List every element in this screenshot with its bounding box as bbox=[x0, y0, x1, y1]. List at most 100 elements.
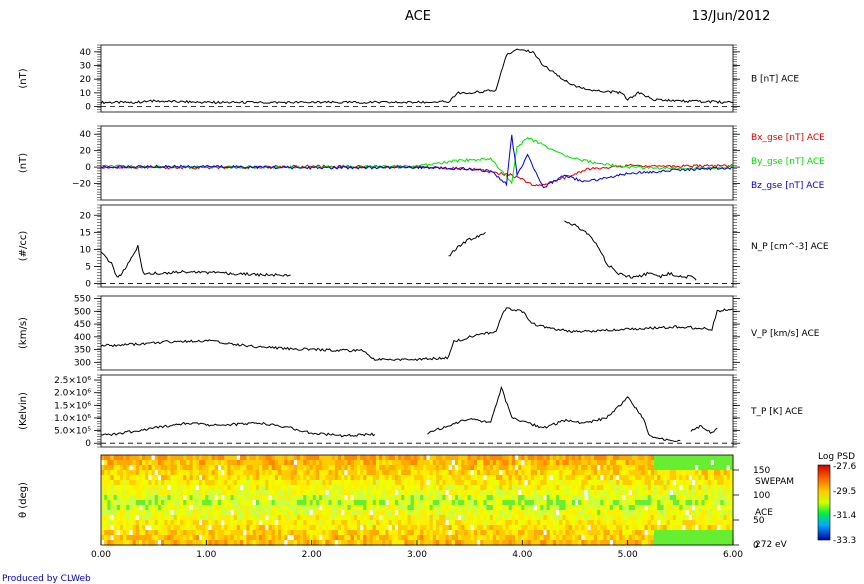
heatmap-cell bbox=[236, 465, 241, 471]
heatmap-cell bbox=[511, 470, 516, 476]
heatmap-cell bbox=[423, 470, 428, 476]
heatmap-cell bbox=[334, 495, 339, 501]
heatmap-cell bbox=[107, 535, 112, 541]
heatmap-cell bbox=[720, 525, 725, 531]
heatmap-cell bbox=[183, 525, 187, 531]
heatmap-cell bbox=[530, 485, 535, 491]
heatmap-cell bbox=[593, 520, 598, 526]
heatmap-cell bbox=[322, 455, 326, 461]
heatmap-cell bbox=[682, 505, 687, 511]
heatmap-cell bbox=[132, 475, 137, 481]
heatmap-cell bbox=[679, 510, 684, 516]
heatmap-cell bbox=[281, 495, 285, 501]
heatmap-cell bbox=[180, 480, 184, 486]
heatmap-cell bbox=[417, 455, 421, 461]
heatmap-cell bbox=[654, 495, 658, 501]
heatmap-cell bbox=[227, 480, 232, 486]
heatmap-cell bbox=[227, 500, 232, 506]
heatmap-cell bbox=[350, 515, 355, 521]
heatmap-cell bbox=[518, 525, 522, 531]
heatmap-cell bbox=[116, 485, 121, 491]
heatmap-cell bbox=[404, 465, 409, 471]
heatmap-cell bbox=[290, 530, 295, 536]
heatmap-cell bbox=[420, 500, 424, 506]
heatmap-cell bbox=[138, 535, 143, 541]
heatmap-cell bbox=[704, 505, 709, 511]
heatmap-cell bbox=[366, 535, 371, 541]
heatmap-cell bbox=[135, 505, 140, 511]
heatmap-cell bbox=[695, 495, 699, 501]
heatmap-cell bbox=[429, 460, 434, 466]
heatmap-cell bbox=[537, 480, 541, 486]
heatmap-cell bbox=[246, 510, 251, 516]
heatmap-cell bbox=[423, 540, 428, 546]
heatmap-cell bbox=[480, 455, 484, 461]
heatmap-cell bbox=[135, 515, 140, 521]
heatmap-cell bbox=[514, 495, 519, 501]
heatmap-cell bbox=[107, 490, 112, 496]
heatmap-cell bbox=[660, 460, 665, 466]
heatmap-cell bbox=[271, 465, 276, 471]
heatmap-cell bbox=[360, 535, 364, 541]
heatmap-cell bbox=[672, 520, 677, 526]
heatmap-cell bbox=[543, 465, 548, 471]
heatmap-cell bbox=[439, 500, 443, 506]
heatmap-cell bbox=[334, 475, 339, 481]
heatmap-cell bbox=[145, 520, 149, 526]
heatmap-cell bbox=[537, 505, 541, 511]
heatmap-cell bbox=[208, 490, 213, 496]
heatmap-cell bbox=[195, 485, 200, 491]
heatmap-cell bbox=[609, 510, 614, 516]
heatmap-cell bbox=[271, 490, 276, 496]
heatmap-cell bbox=[600, 470, 605, 476]
heatmap-cell bbox=[161, 480, 165, 486]
heatmap-cell bbox=[672, 535, 677, 541]
heatmap-cell bbox=[208, 500, 213, 506]
heatmap-cell bbox=[360, 505, 364, 511]
heatmap-cell bbox=[344, 465, 349, 471]
colorbar-tick: -27.6 bbox=[833, 462, 857, 472]
heatmap-cell bbox=[388, 540, 393, 546]
heatmap-cell bbox=[202, 540, 206, 546]
heatmap-cell bbox=[701, 460, 706, 466]
heatmap-cell bbox=[581, 475, 586, 481]
heatmap-cell bbox=[492, 490, 497, 496]
heatmap-cell bbox=[612, 475, 617, 481]
y-axis-label: (nT) bbox=[18, 68, 29, 88]
heatmap-cell bbox=[654, 500, 658, 506]
heatmap-cell bbox=[593, 470, 598, 476]
heatmap-cell bbox=[413, 465, 418, 471]
heatmap-cell bbox=[518, 480, 522, 486]
heatmap-cell bbox=[714, 495, 718, 501]
heatmap-cell bbox=[240, 460, 244, 466]
heatmap-cell bbox=[714, 535, 718, 541]
heatmap-cell bbox=[240, 490, 244, 496]
heatmap-cell bbox=[556, 515, 560, 521]
heatmap-cell bbox=[208, 485, 213, 491]
heatmap-cell bbox=[616, 500, 620, 506]
heatmap-cell bbox=[259, 505, 263, 511]
heatmap-cell bbox=[666, 475, 671, 481]
heatmap-cell bbox=[590, 485, 595, 491]
heatmap-cell bbox=[454, 515, 459, 521]
heatmap-cell bbox=[138, 515, 143, 521]
footer-credit[interactable]: Produced by CLWeb bbox=[2, 574, 91, 584]
heatmap-cell bbox=[499, 465, 503, 471]
x-tick-label: 0.00 bbox=[91, 550, 111, 560]
heatmap-cell bbox=[537, 475, 541, 481]
heatmap-cell bbox=[129, 480, 134, 486]
heatmap-cell bbox=[372, 480, 377, 486]
heatmap-cell bbox=[603, 475, 608, 481]
heatmap-cell bbox=[398, 510, 402, 516]
heatmap-cell bbox=[628, 490, 633, 496]
heatmap-cell bbox=[227, 530, 232, 536]
heatmap-cell bbox=[470, 480, 475, 486]
heatmap-cell bbox=[198, 535, 203, 541]
heatmap-cell bbox=[113, 495, 118, 501]
heatmap-cell bbox=[404, 510, 409, 516]
series-line bbox=[100, 421, 376, 438]
heatmap-cell bbox=[508, 475, 513, 481]
heatmap-cell bbox=[562, 475, 567, 481]
heatmap-cell bbox=[379, 505, 383, 511]
heatmap-cell bbox=[587, 505, 592, 511]
